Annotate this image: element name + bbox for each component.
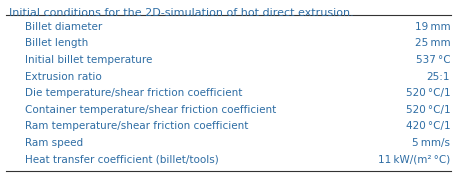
Text: Ram temperature/shear friction coefficient: Ram temperature/shear friction coefficie… — [25, 121, 249, 131]
Text: Initial conditions for the 2D-simulation of hot direct extrusion.: Initial conditions for the 2D-simulation… — [9, 8, 353, 18]
Text: Billet diameter: Billet diameter — [25, 22, 102, 32]
Text: 520 °C/1: 520 °C/1 — [405, 88, 450, 98]
Text: Extrusion ratio: Extrusion ratio — [25, 72, 102, 82]
Text: 19 mm: 19 mm — [414, 22, 450, 32]
Text: Container temperature/shear friction coefficient: Container temperature/shear friction coe… — [25, 105, 276, 115]
Text: 11 kW/(m² °C): 11 kW/(m² °C) — [378, 155, 450, 165]
Text: Heat transfer coefficient (billet/tools): Heat transfer coefficient (billet/tools) — [25, 155, 219, 165]
Text: 420 °C/1: 420 °C/1 — [405, 121, 450, 131]
Text: 537 °C: 537 °C — [415, 55, 450, 65]
Text: Die temperature/shear friction coefficient: Die temperature/shear friction coefficie… — [25, 88, 243, 98]
Text: 520 °C/1: 520 °C/1 — [405, 105, 450, 115]
Text: Billet length: Billet length — [25, 38, 88, 48]
Text: 25 mm: 25 mm — [414, 38, 450, 48]
Text: Ram speed: Ram speed — [25, 138, 83, 148]
Text: 5 mm/s: 5 mm/s — [412, 138, 450, 148]
Text: Initial billet temperature: Initial billet temperature — [25, 55, 153, 65]
Text: 25:1: 25:1 — [427, 72, 450, 82]
